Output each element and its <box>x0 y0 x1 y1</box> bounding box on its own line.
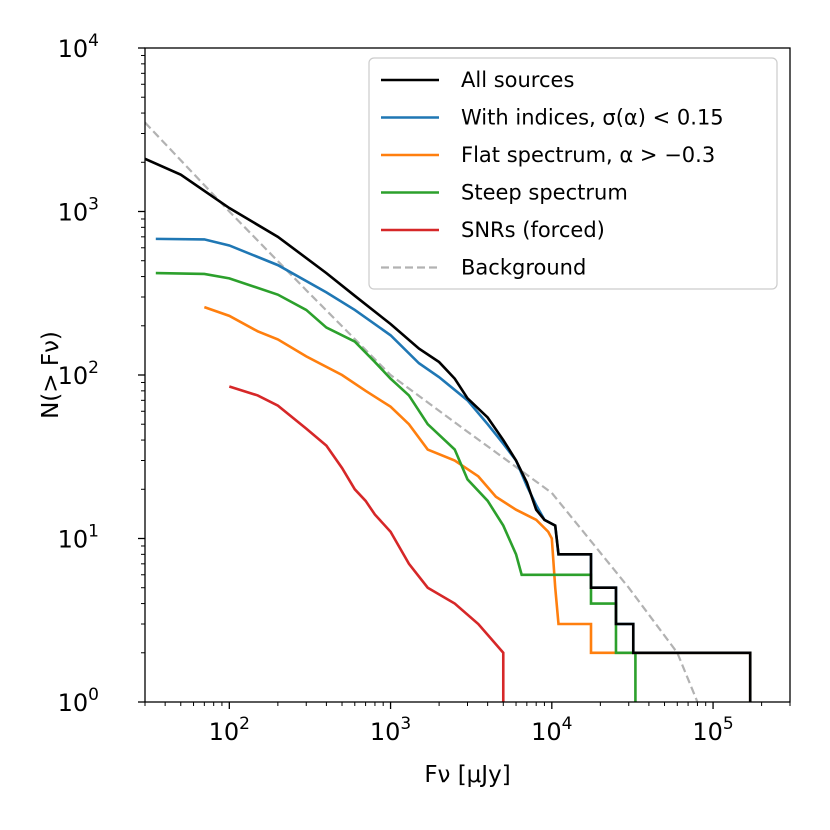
series-line-all-sources <box>145 157 752 702</box>
axes-layer: 102 103 104 105 100 101 102 103 104 Fν [μJy] N(> F… <box>38 31 791 788</box>
x-axis-label: Fν [μJy] <box>424 762 510 788</box>
y-tick-label: 103 <box>58 195 99 227</box>
x-tick-label: 103 <box>370 714 411 746</box>
y-axis-label: N(> Fν) <box>38 331 64 419</box>
series-line-snrs-forced <box>228 385 505 702</box>
series-line-background <box>145 121 699 702</box>
series-layer <box>145 121 752 702</box>
legend-label-flat-spectrum-0-3: Flat spectrum, α > −0.3 <box>461 143 715 167</box>
legend-label-snrs-forced: SNRs (forced) <box>461 218 605 242</box>
series-line-flat-spectrum-0-3 <box>203 305 752 702</box>
x-tick-label: 102 <box>209 714 250 746</box>
y-tick-label: 100 <box>58 685 99 717</box>
legend-label-steep-spectrum: Steep spectrum <box>461 181 628 205</box>
legend: All sources With indices, σ(α) < 0.15 Flat… <box>368 57 778 290</box>
series-line-steep-spectrum <box>155 271 637 702</box>
legend-label-with-indices-0-15: With indices, σ(α) < 0.15 <box>461 106 724 130</box>
legend-box <box>368 57 778 290</box>
y-tick-label: 104 <box>58 31 99 63</box>
y-tick-label: 102 <box>58 358 99 390</box>
x-tick-label: 104 <box>531 714 572 746</box>
legend-label-background: Background <box>461 256 586 280</box>
x-tick-label: 105 <box>692 714 733 746</box>
y-tick-label: 101 <box>58 522 99 554</box>
legend-label-all-sources: All sources <box>461 68 574 92</box>
